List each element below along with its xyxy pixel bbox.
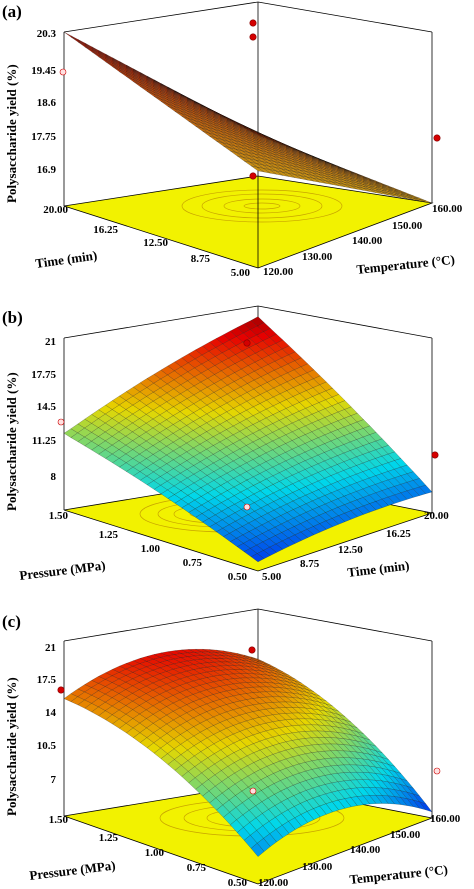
- design-points-b: [57, 339, 439, 511]
- design-point: [57, 686, 65, 694]
- design-point: [431, 451, 439, 459]
- panel-label: (c): [2, 612, 21, 631]
- panel-b: 21 17.75 14.5 11.25 8 1.50 1.25 1.00 0.7…: [2, 305, 449, 583]
- y-axis-label: Pressure (MPa): [19, 558, 107, 583]
- panel-label: (a): [2, 2, 22, 21]
- design-point: [59, 68, 67, 76]
- tick-label: 17.5: [37, 674, 57, 686]
- tick-label: 20.00: [43, 204, 68, 216]
- tick-label: 12.50: [143, 237, 168, 249]
- design-points-c: [57, 646, 441, 795]
- x-axis-label: Time (min): [347, 558, 411, 580]
- tick-label: 5.00: [231, 267, 251, 279]
- tick-label: 8.75: [300, 558, 320, 570]
- tick-label: 160.00: [430, 813, 461, 825]
- design-points-a: [59, 19, 441, 180]
- x-ticks-c: 120.00 130.00 140.00 150.00 160.00: [258, 813, 461, 889]
- tick-label: 8: [51, 471, 57, 483]
- tick-label: 10.5: [37, 740, 57, 752]
- surface-cell: [419, 199, 433, 204]
- tick-label: 150.00: [392, 220, 423, 232]
- z-axis-label: Polysaccharide yield (%): [4, 677, 19, 816]
- design-point: [249, 172, 257, 180]
- y-axis-label: Time (min): [34, 247, 98, 271]
- tick-label: 1.25: [99, 832, 119, 844]
- tick-label: 150.00: [390, 829, 421, 841]
- panel-label: (b): [2, 308, 23, 327]
- design-point: [57, 418, 65, 426]
- tick-label: 12.50: [338, 544, 363, 556]
- design-point: [249, 787, 257, 795]
- tick-label: 17.75: [31, 369, 56, 381]
- surface-cell: [419, 485, 433, 494]
- tick-label: 1.50: [49, 510, 69, 522]
- y-ticks-b: 1.50 1.25 1.00 0.75 0.50: [49, 510, 248, 583]
- tick-label: 16.25: [93, 224, 118, 236]
- tick-label: 160.00: [432, 203, 463, 215]
- tick-label: 7: [51, 774, 57, 786]
- x-ticks-a: 120.00 130.00 140.00 150.00 160.00: [263, 203, 463, 278]
- tick-label: 17.75: [31, 131, 56, 143]
- surface-b: [63, 316, 433, 563]
- tick-label: 120.00: [258, 877, 289, 889]
- tick-label: 0.50: [228, 877, 248, 889]
- floor-contours: [181, 189, 343, 223]
- surface-cell: [419, 801, 433, 813]
- design-point: [248, 646, 256, 654]
- y-ticks-a: 20.00 16.25 12.50 8.75 5.00: [43, 204, 250, 279]
- surface-c: [63, 649, 433, 857]
- surface-a: [63, 31, 433, 204]
- tick-label: 120.00: [263, 266, 294, 278]
- tick-label: 0.50: [228, 571, 248, 583]
- tick-label: 16.9: [37, 164, 57, 176]
- design-point: [243, 503, 251, 511]
- panel-a: 20.3 19.45 18.6 17.75 16.9 20.00 16.25 1…: [2, 1, 463, 279]
- design-point: [433, 134, 441, 142]
- tick-label: 8.75: [191, 253, 211, 265]
- tick-label: 1.00: [145, 847, 165, 859]
- y-ticks-c: 1.50 1.25 1.00 0.75 0.50: [49, 814, 248, 889]
- tick-label: 21: [45, 336, 56, 348]
- tick-label: 20.3: [37, 28, 57, 40]
- tick-label: 0.75: [183, 557, 203, 569]
- tick-label: 18.6: [37, 97, 57, 109]
- z-ticks-b: 21 17.75 14.5 11.25 8: [31, 336, 56, 483]
- z-axis-label: Polysaccharide yield (%): [4, 64, 19, 203]
- x-axis-label: Temperature (°C): [349, 862, 449, 887]
- z-axis-label: Polysaccharide yield (%): [4, 372, 19, 511]
- tick-label: 140.00: [352, 235, 383, 247]
- tick-label: 16.25: [386, 528, 411, 540]
- tick-label: 14: [45, 707, 57, 719]
- tick-label: 130.00: [302, 861, 333, 873]
- design-point: [249, 33, 257, 41]
- tick-label: 5.00: [262, 571, 282, 583]
- tick-label: 20.00: [424, 510, 449, 522]
- design-point: [249, 19, 257, 27]
- box-frame: [63, 1, 433, 268]
- tick-label: 0.75: [187, 862, 207, 874]
- design-point: [243, 339, 251, 347]
- z-ticks-c: 21 17.5 14 10.5 7: [37, 642, 57, 786]
- tick-label: 14.5: [37, 401, 57, 413]
- tick-label: 130.00: [302, 251, 333, 263]
- tick-label: 11.25: [32, 435, 57, 447]
- x-ticks-b: 5.00 8.75 12.50 16.25 20.00: [262, 510, 449, 583]
- tick-label: 19.45: [31, 65, 56, 77]
- tick-label: 1.25: [99, 529, 119, 541]
- panel-c: 21 17.5 14 10.5 7 1.50 1.25 1.00 0.75 0.…: [2, 608, 461, 889]
- tick-label: 21: [45, 642, 56, 654]
- y-axis-label: Pressure (MPa): [29, 858, 117, 883]
- design-point: [433, 767, 441, 775]
- z-ticks-a: 20.3 19.45 18.6 17.75 16.9: [31, 28, 56, 176]
- x-axis-label: Temperature (°C): [356, 252, 456, 277]
- tick-label: 140.00: [350, 844, 381, 856]
- tick-label: 1.50: [49, 814, 69, 826]
- tick-label: 1.00: [141, 543, 161, 555]
